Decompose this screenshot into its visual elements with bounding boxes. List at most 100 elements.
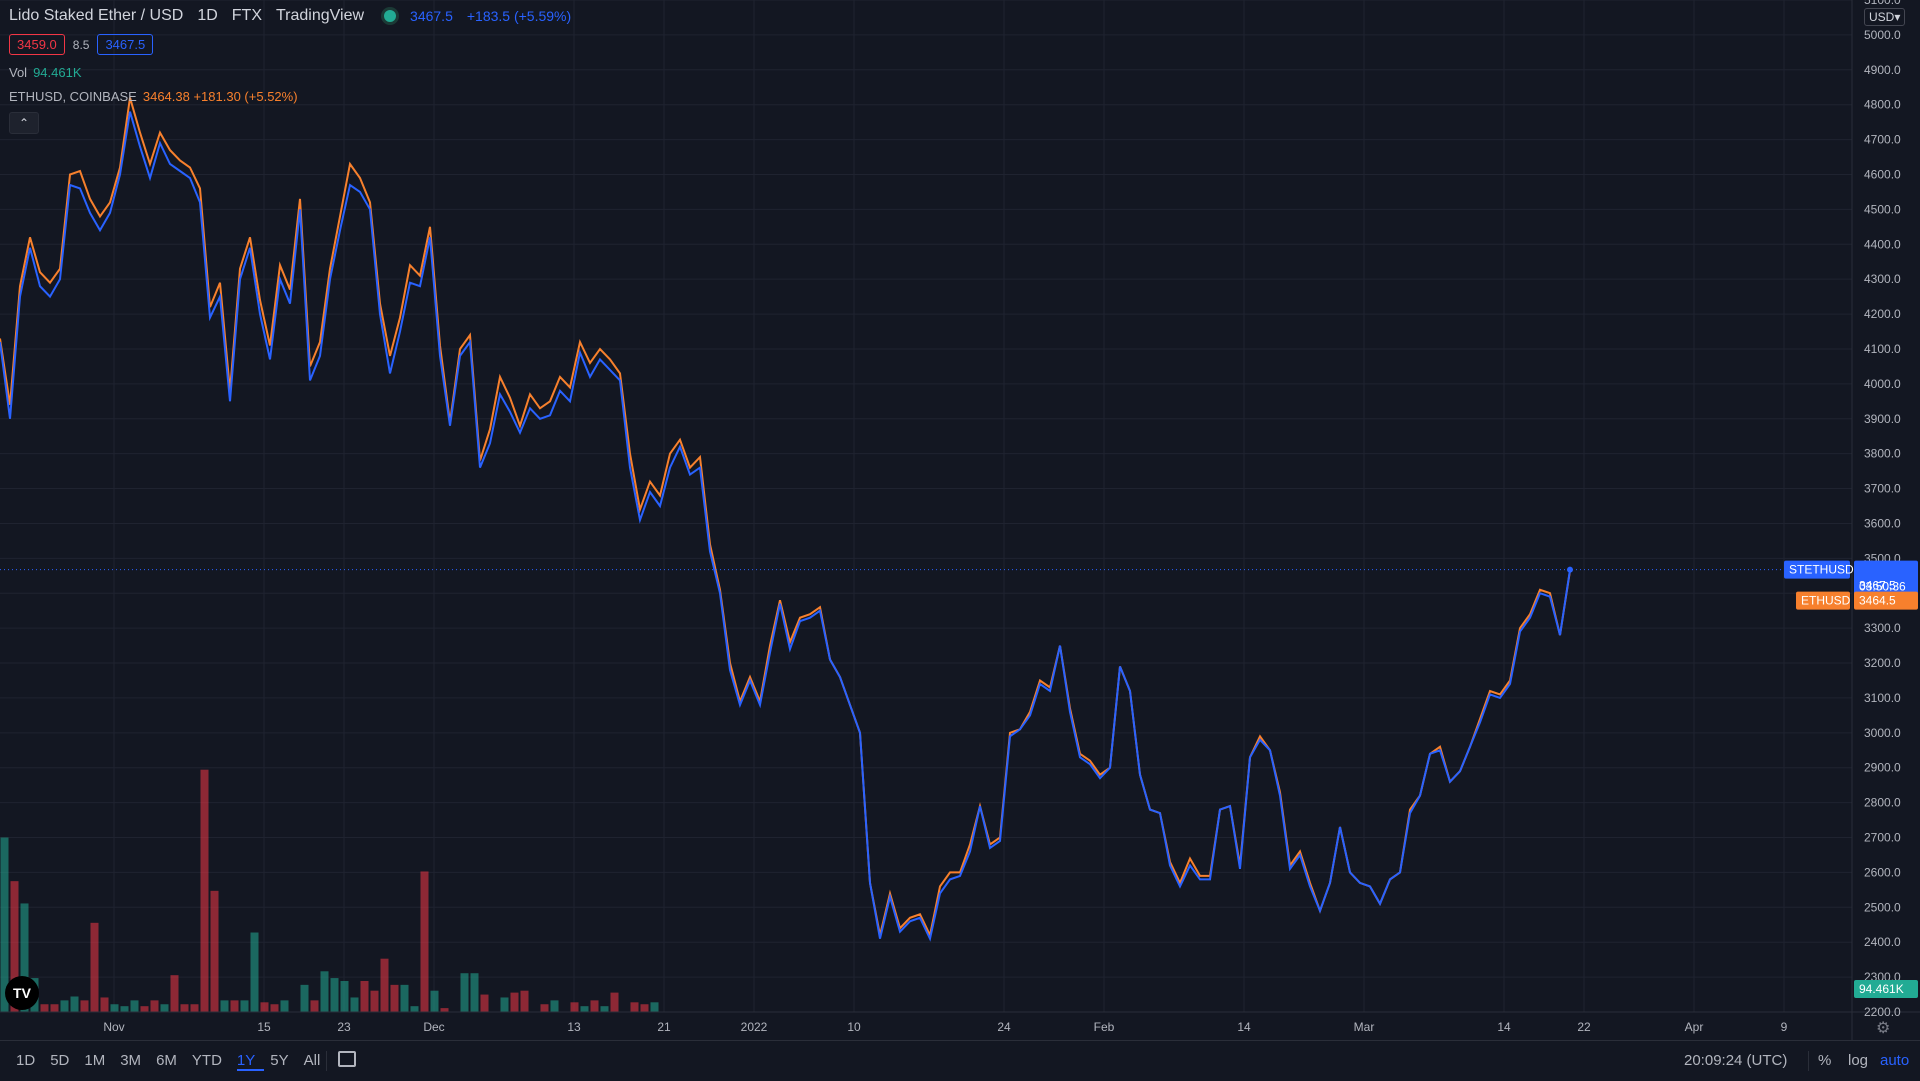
sell-price-button[interactable]: 3459.0 — [9, 34, 65, 55]
volume-bar — [610, 992, 619, 1012]
y-tick-label: 5100.0 — [1864, 0, 1901, 7]
y-tick-label: 2200.0 — [1864, 1005, 1901, 1019]
x-tick-label: 9 — [1781, 1020, 1788, 1034]
volume-bar — [570, 1002, 579, 1012]
series-line-ethusd — [0, 97, 1571, 939]
ethusd-name-label-bg — [1796, 591, 1850, 610]
x-tick-label: 15 — [257, 1020, 271, 1034]
bottom-toolbar: 1D 5D 1M 3M 6M YTD 1Y 5Y All 20:09:24 (UTC) % lo… — [0, 1040, 1920, 1081]
volume-bar — [480, 994, 489, 1012]
range-button-5y[interactable]: 5Y — [270, 1052, 289, 1069]
y-tick-label: 3200.0 — [1864, 656, 1901, 670]
stethusd-name-label-bg — [1784, 560, 1850, 579]
symbol-header[interactable]: Lido Staked Ether / USD 1D FTX TradingVi… — [9, 7, 571, 25]
price-chart[interactable]: Nov 15 23 Dec 13 21 2022 10 24 Feb 14 Mar 14 22 Apr 9 22… — [0, 0, 1920, 1040]
compare-symbol: ETHUSD, COINBASE — [9, 89, 137, 104]
y-tick-label: 3300.0 — [1864, 621, 1901, 635]
volume-bar — [180, 1004, 189, 1012]
ethusd-price-label-bg — [1854, 591, 1918, 610]
volume-bar — [190, 1004, 199, 1012]
y-tick-label: 4800.0 — [1864, 98, 1901, 112]
series-line-stethusd — [0, 111, 1571, 942]
auto-toggle[interactable]: auto — [1880, 1052, 1910, 1069]
ethusd-price-label: 3464.5 — [1859, 594, 1896, 608]
volume-bar — [90, 922, 99, 1012]
last-price: 3467.5 — [410, 8, 453, 24]
calendar-icon[interactable] — [338, 1051, 356, 1067]
volume-bar — [420, 871, 429, 1012]
volume-bar — [500, 997, 509, 1012]
range-button-1d[interactable]: 1D — [16, 1052, 36, 1069]
volume-bar — [430, 990, 439, 1012]
x-tick-label: Nov — [103, 1020, 124, 1034]
volume-bar — [390, 984, 399, 1012]
volume-bar — [440, 1008, 449, 1012]
volume-bar — [460, 973, 469, 1012]
volume-bar — [150, 1000, 159, 1012]
range-button-5d[interactable]: 5D — [50, 1052, 70, 1069]
compare-value: 3464.38 +181.30 (+5.52%) — [142, 89, 298, 104]
currency-select[interactable]: USD▾ — [1864, 8, 1906, 26]
range-button-ytd[interactable]: YTD — [191, 1052, 222, 1069]
y-tick-label: 2500.0 — [1864, 900, 1901, 914]
volume-bar — [380, 958, 389, 1012]
stethusd-name-label: STETHUSD — [1789, 563, 1854, 577]
volume-bar — [470, 973, 479, 1012]
volume-bar — [10, 881, 19, 1012]
volume-bar — [400, 984, 409, 1012]
volume-legend[interactable]: Vol 94.461K — [9, 65, 82, 80]
collapse-legend-button[interactable]: ⌃ — [9, 112, 39, 134]
volume-bar — [240, 1000, 249, 1012]
x-tick-label: 24 — [997, 1020, 1011, 1034]
range-button-1y[interactable]: 1Y — [236, 1052, 265, 1071]
percent-toggle[interactable]: % — [1818, 1052, 1832, 1069]
volume-bar — [320, 971, 329, 1012]
y-tick-label: 3700.0 — [1864, 482, 1901, 496]
volume-bar — [360, 980, 369, 1012]
log-toggle[interactable]: log — [1848, 1052, 1869, 1069]
y-tick-label: 4000.0 — [1864, 377, 1901, 391]
range-button-3m[interactable]: 3M — [120, 1052, 142, 1069]
buy-price-button[interactable]: 3467.5 — [97, 34, 154, 55]
last-price-dot — [1567, 566, 1573, 573]
volume-bar — [580, 1006, 589, 1012]
y-tick-label: 2700.0 — [1864, 831, 1901, 845]
y-tick-label: 3100.0 — [1864, 691, 1901, 705]
exchange-label: FTX — [231, 7, 262, 24]
x-tick-label: 2022 — [741, 1020, 768, 1034]
price-axis-bg — [1852, 0, 1920, 1040]
clock-time[interactable]: 20:09:24 (UTC) — [1684, 1052, 1788, 1069]
tradingview-logo-icon[interactable]: TV — [5, 976, 39, 1010]
volume-bar — [350, 997, 359, 1012]
volume-bar — [410, 1006, 419, 1012]
x-tick-label: 13 — [567, 1020, 581, 1034]
x-tick-label: Dec — [423, 1020, 444, 1034]
volume-bar — [40, 1004, 49, 1012]
range-button-6m[interactable]: 6M — [156, 1052, 177, 1069]
x-tick-label: 23 — [337, 1020, 351, 1034]
x-tick-label: Mar — [1354, 1020, 1375, 1034]
volume-bar — [640, 1004, 649, 1012]
volume-bar — [170, 975, 179, 1012]
range-button-1m[interactable]: 1M — [84, 1052, 106, 1069]
gear-icon[interactable]: ⚙ — [1876, 1020, 1891, 1037]
spread-value: 8.5 — [72, 37, 90, 52]
volume-bar — [260, 1002, 269, 1012]
volume-bar — [160, 1004, 169, 1012]
stethusd-price-label-bg — [1854, 560, 1918, 595]
ethusd-name-label: ETHUSD — [1801, 594, 1851, 608]
interval-label[interactable]: 1D — [197, 7, 218, 24]
volume-bar — [70, 996, 79, 1012]
volume-bar — [310, 1000, 319, 1012]
symbol-title[interactable]: Lido Staked Ether / USD — [9, 7, 184, 24]
y-tick-label: 4400.0 — [1864, 237, 1901, 251]
y-tick-label: 4900.0 — [1864, 63, 1901, 77]
y-tick-label: 4700.0 — [1864, 133, 1901, 147]
volume-bar — [520, 990, 529, 1012]
volume-bar — [510, 992, 519, 1012]
compare-legend[interactable]: ETHUSD, COINBASE 3464.38 +181.30 (+5.52%) — [9, 89, 298, 104]
x-tick-label: 14 — [1497, 1020, 1511, 1034]
chevron-up-icon: ⌃ — [18, 116, 30, 130]
range-button-all[interactable]: All — [303, 1052, 321, 1069]
volume-bar — [100, 997, 109, 1012]
